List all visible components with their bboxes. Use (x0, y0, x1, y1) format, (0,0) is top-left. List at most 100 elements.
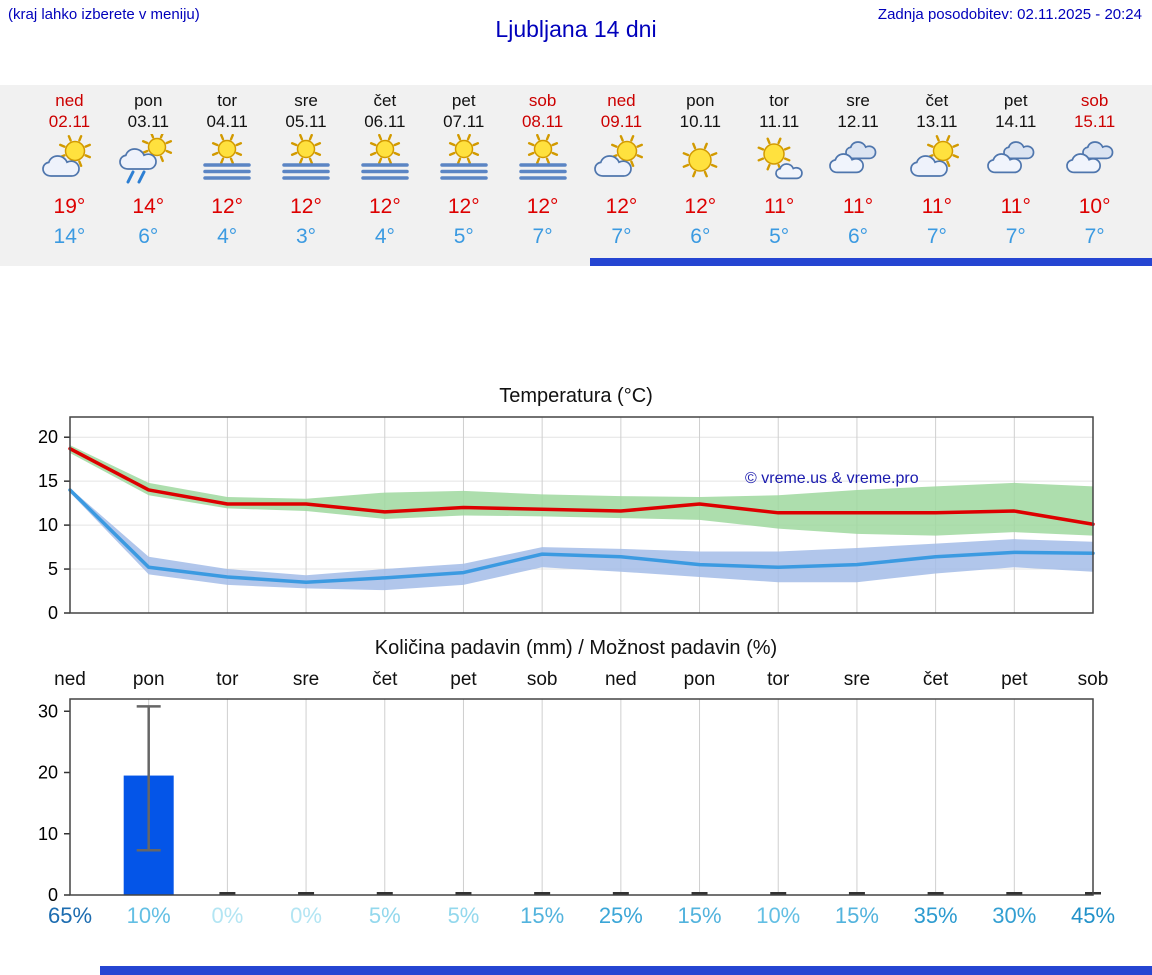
day-name: sob (528, 91, 557, 110)
strip-accent-bar (590, 258, 1152, 266)
y-axis-label: 30 (38, 701, 58, 721)
precip-day-label: tor (767, 669, 790, 690)
temp-max: 12° (211, 195, 244, 218)
precip-probability: 30% (992, 903, 1036, 928)
temp-max: 12° (290, 195, 322, 218)
zero-precip-mark (455, 892, 472, 895)
forecast-day: čet 06.11 12° 4° (345, 91, 424, 250)
forecast-day: ned 02.11 19° 14° (30, 91, 109, 250)
day-date: 08.11 (521, 112, 564, 131)
precipitation-chart-title: Količina padavin (mm) / Možnost padavin … (374, 637, 778, 659)
temp-max: 11° (1000, 195, 1031, 218)
forecast-day: ned 09.11 12° 7° (582, 91, 661, 250)
day-date: 06.11 (364, 112, 406, 131)
temp-max: 10° (1078, 195, 1111, 218)
header: (kraj lahko izberete v meniju) Ljubljana… (0, 0, 1152, 85)
temp-max: 14° (132, 195, 165, 218)
cloudy-icon (976, 132, 1055, 190)
y-axis-label: 20 (38, 427, 58, 447)
precip-day-label: pon (684, 669, 716, 690)
temp-min: 7° (532, 225, 553, 248)
precip-day-label: ned (605, 669, 637, 690)
forecast-day: tor 11.11 11° 5° (740, 91, 819, 250)
zero-precip-mark (612, 892, 629, 895)
precip-day-label: sre (293, 669, 319, 690)
temp-max: 12° (447, 195, 480, 218)
forecast-day: pon 10.11 12° 6° (661, 91, 740, 250)
day-date: 10.11 (679, 112, 721, 131)
temp-min: 5° (453, 225, 474, 248)
temperature-chart: 0 5 10 15 20 © vreme.us & vreme.pro (38, 416, 1095, 623)
fog-sun-icon (424, 132, 503, 190)
zero-precip-mark (691, 892, 708, 895)
temp-max: 12° (684, 195, 717, 218)
zero-precip-mark (927, 892, 944, 895)
temp-max: 19° (53, 195, 86, 218)
zero-precip-mark (376, 892, 393, 895)
precip-probability: 45% (1071, 903, 1115, 928)
precip-day-label: pet (450, 669, 477, 690)
sunny-icon (661, 132, 740, 190)
day-name: tor (217, 91, 238, 110)
day-date: 05.11 (285, 112, 327, 131)
day-name: sre (294, 91, 318, 110)
day-date: 02.11 (48, 112, 91, 131)
forecast-day: pet 07.11 12° 5° (424, 91, 503, 250)
zero-precip-mark (534, 892, 551, 895)
forecast-day: tor 04.11 12° 4° (188, 91, 267, 250)
forecast-day: pon 03.11 14° 6° (109, 91, 188, 250)
partly-cloudy-icon (582, 132, 661, 190)
zero-precip-mark (770, 892, 787, 895)
precip-probability: 10% (756, 903, 800, 928)
cloudy-icon (1055, 132, 1134, 190)
precip-day-label: pet (1001, 669, 1028, 690)
fog-sun-icon (267, 132, 346, 190)
partly-cloudy-icon (897, 132, 976, 190)
day-date: 04.11 (206, 112, 248, 131)
day-name: pon (134, 91, 163, 110)
forecast-day: čet 13.11 11° 7° (897, 91, 976, 250)
precip-day-label: čet (923, 669, 949, 690)
zero-precip-mark (1006, 892, 1023, 895)
day-name: pet (451, 91, 476, 110)
temp-min: 3° (295, 225, 317, 248)
temp-min: 7° (926, 225, 947, 248)
location-menu-hint: (kraj lahko izberete v meniju) (8, 6, 200, 23)
day-date: 13.11 (916, 112, 958, 131)
forecast-days-row: ned 02.11 19° 14° pon 03.11 14° 6° tor 04.11 12° 4°… (0, 85, 1152, 250)
forecast-day: sob 15.11 10° 7° (1055, 91, 1134, 250)
y-axis-label: 20 (38, 763, 58, 783)
y-axis-label: 0 (48, 603, 58, 623)
day-name: sre (846, 91, 870, 110)
day-date: 07.11 (443, 112, 485, 131)
precip-day-label: tor (216, 669, 239, 690)
y-axis-label: 5 (48, 559, 58, 579)
forecast-day: pet 14.11 11° 7° (976, 91, 1055, 250)
precip-day-label: sre (844, 669, 870, 690)
precip-day-label: sob (527, 669, 558, 690)
temp-min: 7° (1005, 225, 1026, 248)
rain-showers-icon (109, 132, 188, 190)
last-updated: Zadnja posodobitev: 02.11.2025 - 20:24 (877, 6, 1142, 23)
plot-border (69, 698, 1094, 896)
precip-probability: 5% (448, 903, 480, 928)
day-name: ned (607, 91, 636, 110)
temp-max: 11° (764, 195, 795, 218)
fog-sun-icon (503, 132, 582, 190)
y-axis-label: 15 (38, 471, 58, 491)
day-date: 14.11 (995, 112, 1037, 131)
forecast-day: sre 12.11 11° 6° (819, 91, 898, 250)
min-temperature-line (68, 488, 1095, 584)
precip-probability: 15% (835, 903, 879, 928)
fog-sun-icon (345, 132, 424, 190)
temp-min: 7° (611, 225, 632, 248)
temp-min: 6° (690, 225, 711, 248)
temp-min: 6° (847, 225, 869, 248)
temp-max: 11° (921, 195, 952, 218)
y-axis-label: 10 (38, 824, 58, 844)
zero-precip-mark (219, 892, 236, 895)
temp-min: 5° (769, 225, 790, 248)
forecast-day: sre 05.11 12° 3° (267, 91, 346, 250)
precip-probability: 0% (211, 903, 243, 928)
day-date: 11.11 (759, 112, 800, 131)
